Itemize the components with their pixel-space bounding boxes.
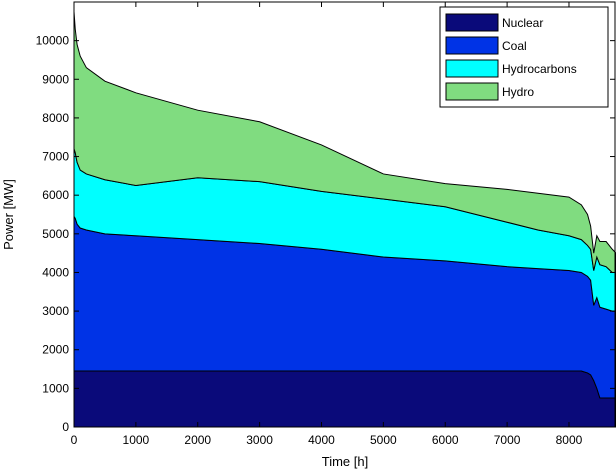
legend-label-nuclear: Nuclear xyxy=(502,16,543,30)
area-nuclear xyxy=(73,370,616,428)
x-tick-label: 5000 xyxy=(370,433,397,447)
y-tick-label: 5000 xyxy=(42,227,69,241)
x-tick-label: 6000 xyxy=(432,433,459,447)
x-tick-label: 1000 xyxy=(123,433,150,447)
y-tick-label: 1000 xyxy=(42,381,69,395)
y-tick-label: 4000 xyxy=(42,265,69,279)
legend-label-coal: Coal xyxy=(502,39,527,53)
x-tick-label: 7000 xyxy=(494,433,521,447)
area-series-layer xyxy=(73,11,616,428)
legend-swatch-hydrocarbons xyxy=(445,59,499,78)
x-tick-label: 4000 xyxy=(308,433,335,447)
y-tick-label: 0 xyxy=(62,420,69,434)
legend-label-hydro: Hydro xyxy=(502,85,534,99)
x-tick-label: 8000 xyxy=(556,433,583,447)
y-axis-title: Power [MW] xyxy=(1,179,16,250)
y-tick-label: 6000 xyxy=(42,188,69,202)
legend: Nuclear Coal Hydrocarbons Hydro xyxy=(439,6,609,108)
plot-frame xyxy=(73,1,616,428)
x-tick-label: 2000 xyxy=(184,433,211,447)
legend-swatch-nuclear xyxy=(445,13,499,32)
y-tick-label: 9000 xyxy=(42,72,69,86)
legend-label-hydrocarbons: Hydrocarbons xyxy=(502,62,577,76)
x-tick-label: 3000 xyxy=(246,433,273,447)
y-tick-label: 10000 xyxy=(36,34,70,48)
y-axis: 0 1000 2000 3000 4000 5000 6000 7000 8000 9000 100… xyxy=(36,34,615,434)
y-tick-label: 8000 xyxy=(42,111,69,125)
y-tick-label: 3000 xyxy=(42,304,69,318)
x-axis: 0 1000 2000 3000 4000 5000 6000 7000 8000 xyxy=(71,2,583,447)
legend-swatch-coal xyxy=(445,36,499,55)
x-axis-title: Time [h] xyxy=(322,454,368,469)
y-tick-label: 7000 xyxy=(42,150,69,164)
area-hydro xyxy=(73,11,616,273)
legend-swatch-hydro xyxy=(445,82,499,101)
x-tick-label: 0 xyxy=(71,433,78,447)
y-tick-label: 2000 xyxy=(42,343,69,357)
